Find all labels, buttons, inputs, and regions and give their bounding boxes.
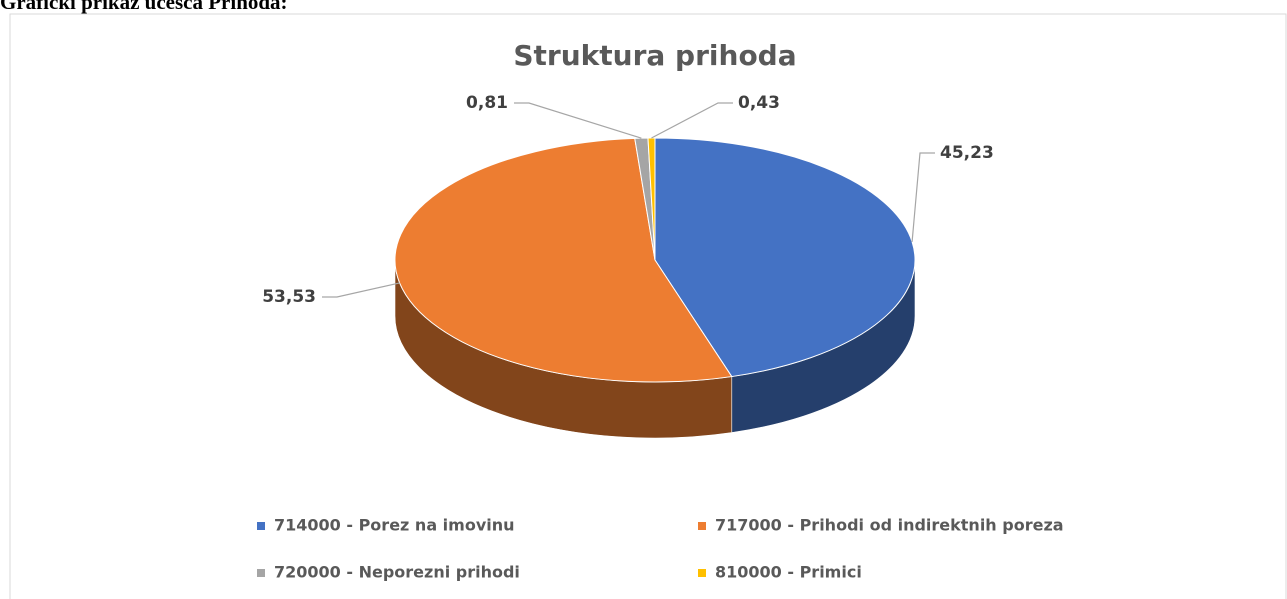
- data-label: 0,43: [738, 93, 780, 113]
- legend-label: 714000 - Porez na imovinu: [274, 516, 515, 535]
- legend-label: 810000 - Primici: [715, 563, 862, 582]
- legend-swatch: [257, 522, 265, 530]
- legend-label: 720000 - Neporezni prihodi: [274, 563, 520, 582]
- slice: [654, 137, 916, 378]
- chart-title: Struktura prihoda: [513, 39, 796, 72]
- leader-line: [911, 152, 935, 242]
- leader-line: [651, 102, 733, 139]
- data-label: 45,23: [940, 143, 994, 163]
- legend-swatch: [698, 522, 706, 530]
- leader-line: [514, 102, 642, 139]
- slice: [394, 137, 733, 383]
- legend-swatch: [698, 569, 706, 577]
- heading: Grafički prikaz učešća Prihoda:: [0, 0, 288, 14]
- slice: [647, 137, 656, 261]
- legend-swatch: [257, 569, 265, 577]
- data-label: 53,53: [262, 287, 316, 307]
- leader-line: [322, 282, 400, 298]
- data-label: 0,81: [466, 93, 508, 113]
- legend-label: 717000 - Prihodi od indirektnih poreza: [715, 516, 1064, 535]
